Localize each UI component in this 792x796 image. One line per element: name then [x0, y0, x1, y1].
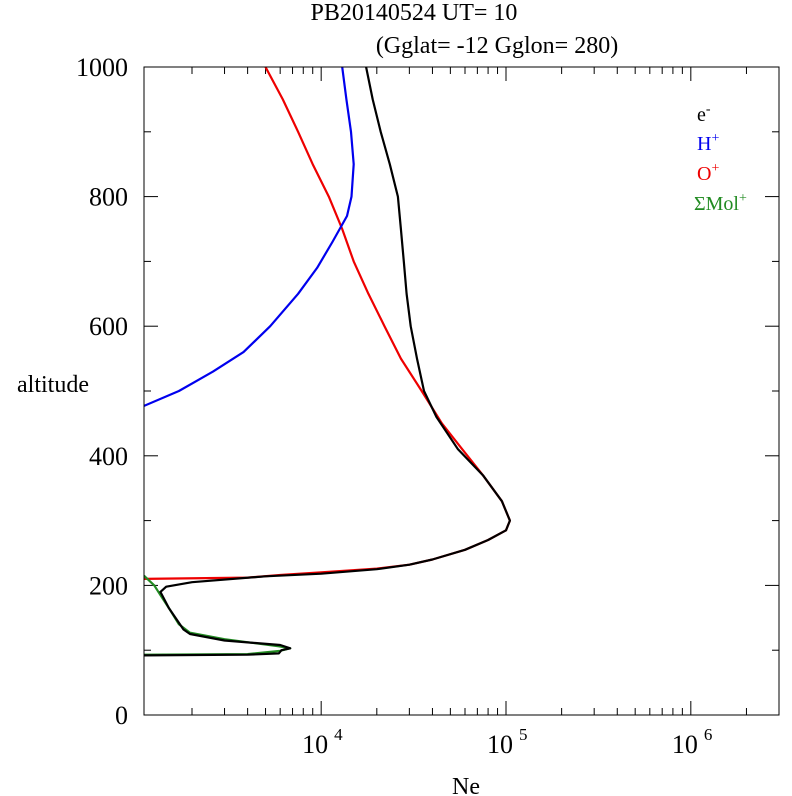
legend-label: ΣMol+: [694, 191, 747, 215]
legend-label: H+: [697, 131, 719, 155]
y-axis-label: altitude: [17, 372, 89, 398]
y-tick-label: 1000: [76, 53, 128, 82]
series-line-4: [144, 574, 292, 656]
legend-label-superscript: +: [739, 191, 747, 206]
series-group: [144, 67, 511, 657]
x-tick-labels: 10 4 10 5 10 6: [302, 725, 712, 759]
x-tick-label: 10: [302, 730, 328, 759]
x-tick-exponent: 5: [519, 725, 528, 744]
x-axis-label: Ne: [452, 774, 480, 796]
x-tick-label: 10: [487, 730, 513, 759]
y-tick-labels: 0 200 400 600 800 1000: [76, 53, 128, 730]
series-line-2: [144, 67, 355, 407]
y-tick-label: 0: [115, 701, 128, 730]
legend-label: O+: [697, 161, 719, 185]
chart-subtitle: (Gglat= -12 Gglon= 280): [376, 33, 618, 59]
legend-label: e-: [697, 102, 711, 126]
y-tick-label: 800: [89, 183, 128, 212]
legend: e- H+ O+ ΣMol+: [694, 102, 747, 215]
legend-label-superscript: +: [711, 161, 719, 176]
y-tick-label: 400: [89, 442, 128, 471]
x-tick-exponent: 4: [334, 725, 343, 744]
plot-frame: [143, 66, 780, 716]
x-tick-label: 10: [672, 730, 698, 759]
chart-title: PB20140524 UT= 10: [311, 0, 518, 26]
y-tick-label: 600: [89, 312, 128, 341]
legend-label-superscript: +: [711, 131, 719, 146]
x-tick-exponent: 6: [704, 725, 713, 744]
series-line-3: [144, 67, 511, 580]
series-line-1: [144, 67, 511, 657]
legend-label-superscript: -: [706, 102, 711, 117]
y-tick-label: 200: [89, 571, 128, 600]
axis-ticks: [144, 66, 780, 716]
